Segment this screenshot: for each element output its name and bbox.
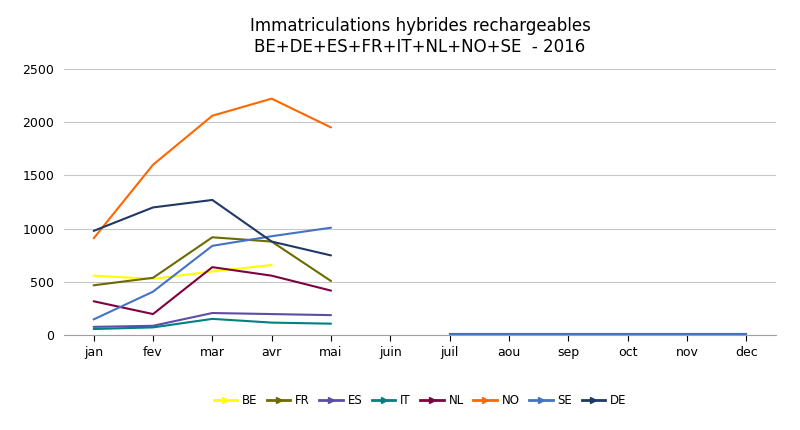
Title: Immatriculations hybrides rechargeables
BE+DE+ES+FR+IT+NL+NO+SE  - 2016: Immatriculations hybrides rechargeables …	[250, 17, 590, 56]
Legend: BE, FR, ES, IT, NL, NO, SE, DE: BE, FR, ES, IT, NL, NO, SE, DE	[209, 389, 631, 412]
